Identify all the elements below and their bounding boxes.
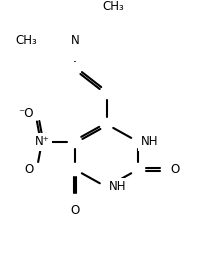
Text: ⁻O: ⁻O [19, 107, 34, 120]
Text: CH₃: CH₃ [102, 0, 124, 12]
Text: N: N [71, 34, 79, 47]
Text: N⁺: N⁺ [34, 135, 49, 148]
Text: NH: NH [109, 181, 127, 194]
Text: O: O [170, 163, 180, 176]
Text: NH: NH [141, 135, 158, 148]
Text: O: O [25, 163, 34, 176]
Text: CH₃: CH₃ [16, 34, 37, 47]
Text: O: O [70, 204, 80, 217]
